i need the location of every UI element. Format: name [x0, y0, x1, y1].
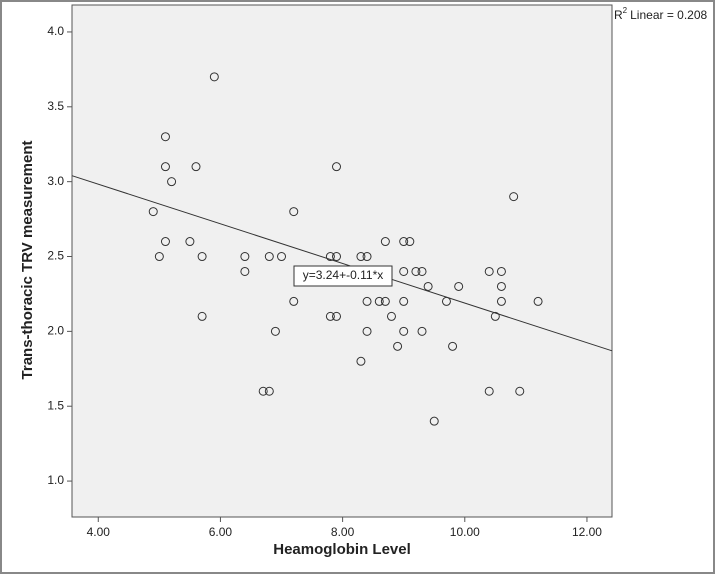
y-tick-label: 3.5	[47, 99, 64, 113]
y-axis-title: Trans-thoracic TRV measurement	[19, 141, 36, 380]
point	[380, 237, 390, 247]
point	[399, 266, 409, 276]
point	[264, 252, 274, 262]
point	[197, 311, 207, 321]
point	[160, 132, 170, 142]
point	[270, 326, 280, 336]
point	[496, 266, 506, 276]
point	[332, 162, 342, 172]
point	[197, 252, 207, 262]
y-tick-label: 1.5	[47, 398, 64, 412]
x-axis-title: Heamoglobin Level	[273, 541, 411, 558]
point	[325, 311, 335, 321]
point	[423, 281, 433, 291]
x-tick-label: 6.00	[209, 525, 233, 539]
point	[448, 341, 458, 351]
point	[509, 192, 519, 202]
point	[362, 296, 372, 306]
fit-label-box	[293, 265, 393, 287]
point	[160, 237, 170, 247]
plot-area	[71, 4, 613, 518]
point	[362, 252, 372, 262]
point	[191, 162, 201, 172]
x-tick-label: 4.00	[87, 525, 111, 539]
point	[167, 177, 177, 187]
point	[411, 266, 421, 276]
point	[289, 296, 299, 306]
point	[362, 326, 372, 336]
point	[490, 311, 500, 321]
point	[240, 266, 250, 276]
point	[399, 326, 409, 336]
point	[405, 237, 415, 247]
r2-text: Linear = 0.208	[630, 8, 707, 22]
point	[417, 266, 427, 276]
point	[258, 386, 268, 396]
point	[515, 386, 525, 396]
point	[380, 296, 390, 306]
fit-line	[71, 175, 613, 352]
point	[332, 311, 342, 321]
point	[399, 296, 409, 306]
r2-power: 2	[623, 6, 628, 15]
point	[484, 386, 494, 396]
point	[277, 252, 287, 262]
point	[484, 266, 494, 276]
y-tick-label: 3.0	[47, 174, 64, 188]
x-tick-label: 12.00	[572, 525, 602, 539]
point	[399, 237, 409, 247]
point	[417, 326, 427, 336]
point	[209, 72, 219, 82]
point	[429, 416, 439, 426]
point	[356, 356, 366, 366]
point	[332, 252, 342, 262]
y-tick-label: 1.0	[47, 473, 64, 487]
y-tick-label: 4.0	[47, 24, 64, 38]
point	[240, 252, 250, 262]
y-tick-label: 2.5	[47, 249, 64, 263]
x-tick-label: 8.00	[331, 525, 355, 539]
point	[264, 386, 274, 396]
point	[154, 252, 164, 262]
point	[496, 296, 506, 306]
y-tick-label: 2.0	[47, 324, 64, 338]
r2-label: R2 Linear = 0.208	[614, 6, 708, 22]
point	[160, 162, 170, 172]
point	[325, 252, 335, 262]
point	[374, 296, 384, 306]
point	[386, 311, 396, 321]
point	[185, 237, 195, 247]
point	[496, 281, 506, 291]
point	[393, 341, 403, 351]
fit-label: y=3.24+-0.11*x	[303, 268, 384, 282]
point	[454, 281, 464, 291]
point	[356, 252, 366, 262]
r2-symbol: R	[614, 8, 623, 22]
x-tick-label: 10.00	[450, 525, 480, 539]
point	[148, 207, 158, 217]
point	[289, 207, 299, 217]
point	[533, 296, 543, 306]
point	[441, 296, 451, 306]
